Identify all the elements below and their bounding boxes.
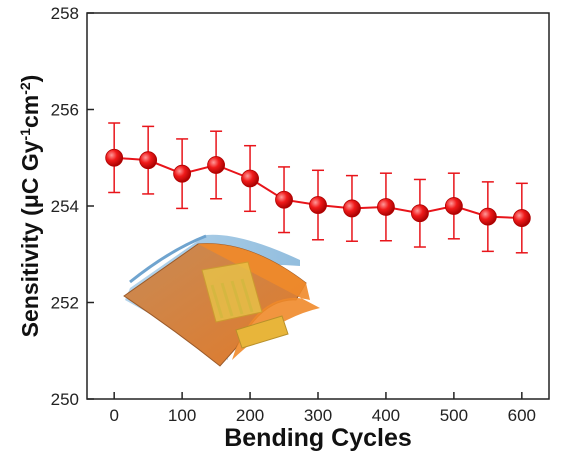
x-tick-label: 600 [508, 406, 536, 425]
data-point [207, 156, 225, 174]
x-tick-label: 0 [109, 406, 118, 425]
data-point [241, 169, 259, 188]
y-tick-label: 258 [51, 4, 79, 23]
data-point [343, 199, 361, 218]
flexible-device-illustration [123, 234, 320, 367]
y-tick-label: 252 [51, 294, 79, 313]
y-tick-label: 256 [51, 101, 79, 120]
data-point [275, 190, 293, 209]
x-tick-label: 300 [304, 406, 332, 425]
y-axis-title-sup2: -2 [17, 82, 33, 95]
data-point [105, 148, 124, 167]
x-tick-label: 400 [372, 406, 400, 425]
data-point [444, 197, 463, 215]
data-point [139, 151, 158, 170]
x-tick-label: 500 [440, 406, 468, 425]
x-tick-label: 200 [236, 406, 264, 425]
data-point [377, 198, 395, 216]
x-axis: 0 100 200 300 400 500 600 [109, 392, 536, 425]
data-point [173, 164, 192, 183]
y-tick-label: 250 [51, 390, 79, 409]
y-axis-title-main: Sensitivity (μC Gy [17, 140, 43, 337]
y-axis-title-mid: cm [17, 95, 43, 128]
x-axis-title: Bending Cycles [224, 424, 412, 452]
y-axis-title-sup1: -1 [17, 128, 33, 141]
data-point [512, 209, 531, 227]
y-axis-title: Sensitivity (μC Gy-1cm-2) [17, 75, 43, 338]
y-axis: 250 252 254 256 258 [51, 4, 94, 409]
y-axis-title-end: ) [17, 75, 43, 83]
data-point [411, 204, 429, 223]
series-sensitivity [105, 122, 531, 254]
data-point [478, 207, 497, 226]
x-tick-label: 100 [168, 406, 196, 425]
data-point [309, 196, 327, 214]
y-tick-label: 254 [51, 197, 79, 216]
